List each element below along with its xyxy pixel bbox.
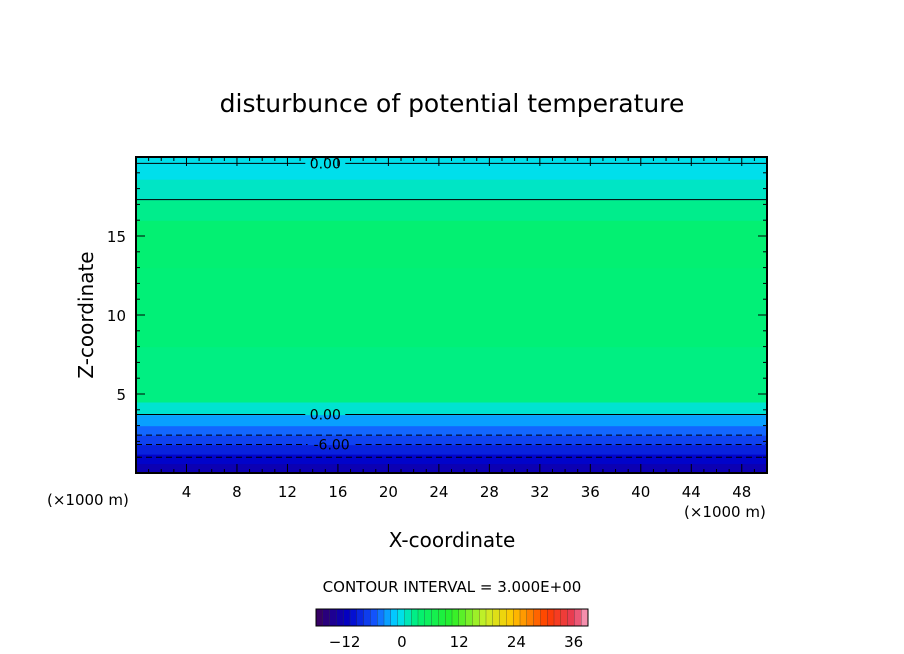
x-tick-label: 32 [530, 483, 549, 501]
x-unit-left: (×1000 m) [47, 491, 129, 509]
colorbar-swatch [356, 608, 365, 627]
x-tick-label: 4 [182, 483, 192, 501]
contour-lines: 0.00 0.00 -6.00 [136, 156, 767, 458]
colorbar-swatch [519, 608, 528, 627]
y-tick-label: 5 [116, 386, 126, 404]
contour-label: 0.00 [310, 156, 341, 172]
colorbar-swatch [322, 608, 331, 627]
field-layers [136, 157, 767, 474]
colorbar-swatch [445, 608, 453, 627]
field-layer [136, 199, 767, 221]
colorbar-swatch [574, 608, 582, 627]
colorbar-swatch [513, 608, 521, 627]
colorbar-swatch [506, 608, 514, 627]
colorbar-swatch [438, 608, 446, 627]
field-layer [136, 346, 767, 403]
field-layer [136, 220, 767, 269]
colorbar-swatch [377, 608, 385, 627]
field-layer [136, 435, 767, 446]
x-tick-labels: 4 8 12 16 20 24 28 32 36 40 44 48 [182, 483, 752, 501]
colorbar-swatch [431, 608, 439, 627]
colorbar-swatch [451, 608, 460, 627]
y-tick-label: 15 [107, 228, 126, 246]
colorbar-swatch [424, 608, 433, 627]
colorbar-swatch [363, 608, 371, 627]
colorbar-swatch [458, 608, 467, 627]
colorbar-swatch [397, 608, 405, 627]
colorbar-swatch [390, 608, 399, 627]
colorbar-swatch [560, 608, 569, 627]
colorbar-swatch [479, 608, 487, 627]
x-unit-right: (×1000 m) [684, 503, 766, 521]
field-layer [136, 179, 767, 201]
x-tick-label: 20 [379, 483, 398, 501]
colorbar-swatch [465, 608, 473, 627]
colorbar-swatch [581, 608, 589, 627]
colorbar-tick-label: 36 [564, 633, 583, 651]
colorbar-swatch [315, 608, 324, 627]
y-axis-label: Z-coordinate [74, 251, 98, 378]
colorbar-swatch [411, 608, 419, 627]
x-tick-label: 24 [429, 483, 448, 501]
colorbar-tick-label: −12 [329, 633, 361, 651]
field-layer [136, 157, 767, 180]
colorbar-swatch [540, 608, 548, 627]
x-tick-label: 28 [480, 483, 499, 501]
colorbar-swatch [553, 608, 562, 627]
field-layer [136, 401, 767, 416]
colorbar-tick-label: 24 [507, 633, 526, 651]
colorbar-swatch [417, 608, 426, 627]
x-tick-label: 44 [682, 483, 701, 501]
colorbar-tick-label: 0 [397, 633, 407, 651]
field-layer [136, 444, 767, 455]
colorbar-swatch [533, 608, 541, 627]
colorbar-swatch [499, 608, 507, 627]
colorbar-swatch [343, 608, 351, 627]
x-axis-label: X-coordinate [389, 528, 516, 552]
colorbar-swatch [329, 608, 337, 627]
x-tick-label: 12 [278, 483, 297, 501]
colorbar-swatch [472, 608, 480, 627]
colorbar [315, 608, 589, 627]
colorbar-tick-labels: −12 0 12 24 36 [329, 633, 583, 651]
colorbar-swatch [492, 608, 501, 627]
x-tick-label: 48 [732, 483, 751, 501]
contour-interval-note: CONTOUR INTERVAL = 3.000E+00 [323, 578, 582, 596]
contour-label: -6.00 [313, 438, 349, 454]
colorbar-swatch [485, 608, 494, 627]
field-layer [136, 414, 767, 427]
x-tick-label: 16 [328, 483, 347, 501]
colorbar-swatch [547, 608, 555, 627]
colorbar-swatch [370, 608, 378, 627]
colorbar-swatch [526, 608, 535, 627]
plot-frame [135, 156, 768, 474]
field-layer [136, 267, 767, 348]
colorbar-swatch [383, 608, 392, 627]
y-tick-label: 10 [107, 307, 126, 325]
contour-label: 0.00 [310, 408, 341, 424]
colorbar-swatch [567, 608, 575, 627]
x-tick-label: 36 [581, 483, 600, 501]
x-tick-label: 8 [232, 483, 242, 501]
y-tick-labels: 5 10 15 [107, 228, 126, 404]
colorbar-swatch [349, 608, 358, 627]
x-tick-label: 40 [631, 483, 650, 501]
colorbar-frame [315, 608, 589, 627]
chart-title: disturbunce of potential temperature [220, 89, 685, 118]
field-layer [136, 425, 767, 436]
colorbar-swatch [404, 608, 412, 627]
field-layer [136, 463, 767, 474]
colorbar-swatch [336, 608, 344, 627]
colorbar-tick-label: 12 [450, 633, 469, 651]
field-layer [136, 454, 767, 465]
